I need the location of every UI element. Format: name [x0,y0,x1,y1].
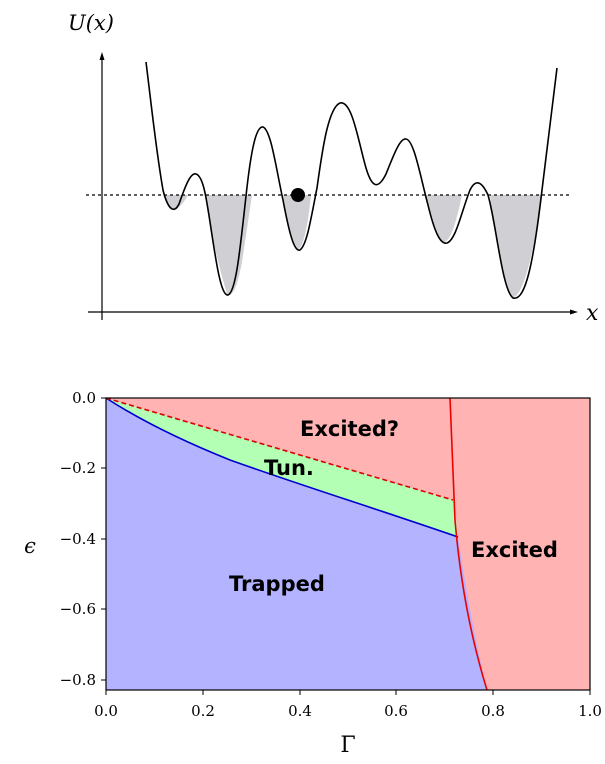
bottom-xlabel: Γ [340,733,355,758]
y-tick-label: −0.6 [60,600,96,618]
well-fill-4 [426,195,462,243]
y-ticks [101,397,106,681]
top-x-axis-arrow [570,309,578,315]
boundary-red-solid [449,397,488,691]
x-ticks [105,690,591,695]
top-y-axis-arrow [99,52,105,60]
y-tick-label: 0.0 [72,389,96,407]
x-tick-label: 1.0 [578,702,602,720]
potential-panel: U(x) x [68,11,599,326]
well-fill-1 [163,195,188,211]
top-xlabel: x [586,301,599,326]
y-tick-label: −0.4 [60,530,96,548]
boundary-red-dashed [105,397,454,501]
x-tick-label: 0.8 [481,702,505,720]
potential-curve [145,61,558,299]
y-tick-label: −0.2 [60,459,96,477]
x-tick-label: 0.0 [94,702,118,720]
x-tick-label: 0.2 [191,702,215,720]
well-fill-2 [205,195,252,295]
top-ylabel: U(x) [68,11,114,35]
region-label-excited: Excited [471,538,558,562]
well-fill-5 [490,195,542,298]
region-label-excited-q: Excited? [300,417,399,441]
y-tick-label: −0.8 [60,671,96,689]
phase-diagram-panel: 0.0 0.2 0.4 0.6 0.8 1.0 0.0 −0.2 −0.4 −0… [24,389,602,758]
boundary-blue [105,397,459,538]
x-tick-label: 0.6 [384,702,408,720]
bottom-ylabel: ϵ [24,534,36,558]
region-tunnel [106,398,458,537]
x-tick-label: 0.4 [288,702,312,720]
plot-frame [105,397,591,691]
well-fill-3 [283,195,311,250]
particle-marker [291,188,305,202]
region-trapped [106,398,487,690]
region-label-tun: Tun. [264,456,314,480]
region-label-trapped: Trapped [229,572,325,596]
